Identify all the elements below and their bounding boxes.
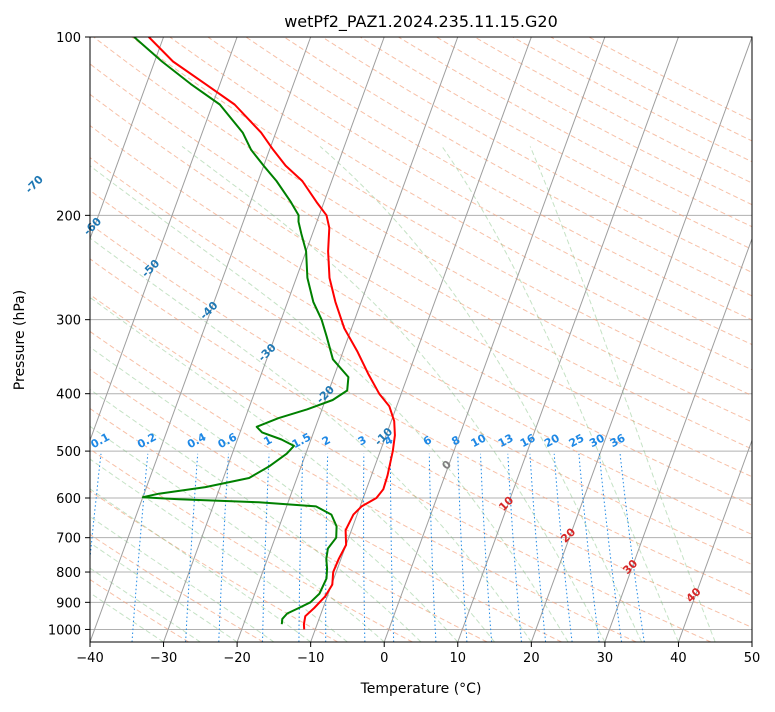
x-tick-label: 0 (380, 651, 388, 666)
x-axis-label: Temperature (°C) (360, 681, 482, 697)
y-axis-label: Pressure (hPa) (12, 290, 28, 390)
y-tick-label: 500 (56, 445, 81, 460)
x-tick-label: 30 (597, 651, 614, 666)
x-tick-label: 20 (523, 651, 540, 666)
chart-title: wetPf2_PAZ1.2024.235.11.15.G20 (284, 12, 558, 32)
y-tick-label: 1000 (48, 623, 81, 638)
y-tick-label: 800 (56, 566, 81, 581)
x-tick-label: −10 (297, 651, 324, 666)
x-tick-label: 50 (744, 651, 761, 666)
x-tick-label: 40 (670, 651, 687, 666)
x-tick-label: −30 (150, 651, 177, 666)
x-tick-label: −40 (76, 651, 103, 666)
x-tick-label: −20 (223, 651, 250, 666)
y-tick-label: 900 (56, 596, 81, 611)
y-tick-label: 100 (56, 31, 81, 46)
y-tick-label: 200 (56, 209, 81, 224)
x-tick-label: 10 (450, 651, 467, 666)
y-tick-label: 400 (56, 388, 81, 403)
y-tick-label: 300 (56, 314, 81, 329)
y-tick-label: 600 (56, 492, 81, 507)
y-tick-label: 700 (56, 532, 81, 547)
